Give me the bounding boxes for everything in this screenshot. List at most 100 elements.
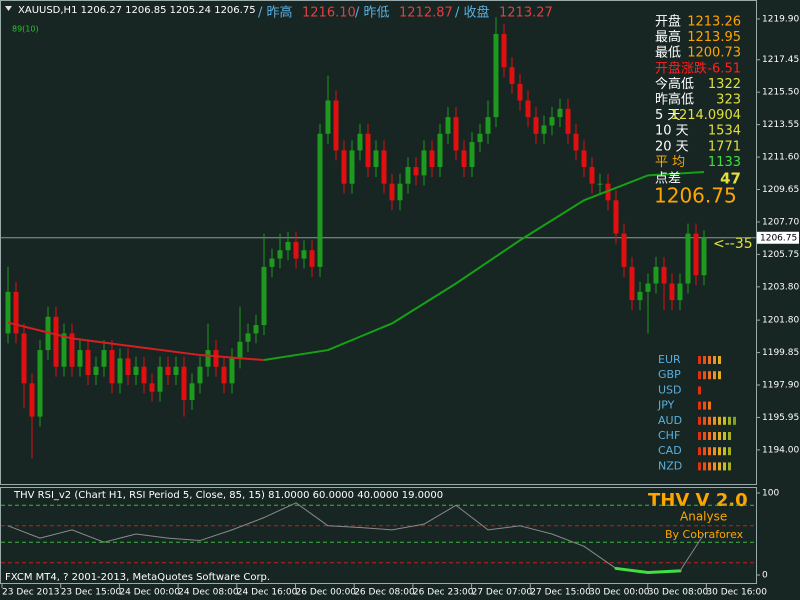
strength-bar [708,447,711,456]
y-tick-label: 1217.45 [762,55,799,65]
info-label: 最低 [655,46,681,61]
moving-average [7,321,265,362]
candle-body [421,150,427,176]
rsi-segment [39,529,73,539]
strength-bar [698,401,701,410]
last-price-big: 1206.75 [654,184,737,208]
candle-body [141,366,147,384]
candle-body [133,366,139,376]
currency-name: AUD [658,414,682,427]
candle-body [181,366,187,400]
candle-body [661,266,667,284]
x-tick-label: 26 Dec 08:00 [354,588,415,598]
strength-bar [713,432,716,440]
last-price-axis-label: 1206.75 [760,233,797,243]
topbar-label: / 收盘 [455,5,490,21]
rsi-segment [455,504,489,531]
candle-body [261,266,267,326]
candle-body [21,333,27,384]
candle-body [245,333,251,342]
strength-bar [728,462,731,471]
strength-bar [708,401,711,410]
strength-bar [713,416,716,425]
rsi-segment [135,533,169,539]
rsi-title: THV RSI_v2 (Chart H1, RSI Period 5, Clos… [13,490,443,501]
strength-bar [698,447,701,456]
strength-bar [708,416,711,425]
y-tick-label: 1219.90 [762,14,799,24]
strength-bar [728,432,731,440]
info-label: 开盘涨跌 [655,60,707,76]
strength-bar [713,462,716,471]
x-tick-label: 24 Dec 00:00 [119,588,180,598]
strength-bar [713,371,716,380]
rsi-segment [103,533,137,543]
strength-bar [718,462,721,471]
candle-body [629,266,635,301]
candle-body [501,33,507,68]
info-value: 1771 [708,139,741,154]
strength-bar [708,432,711,440]
rsi-segment [423,504,457,525]
moving-average [263,171,705,362]
currency-name: GBP [658,368,681,381]
candle-body [29,383,35,417]
brand-subtitle: Analyse [680,510,727,524]
x-tick-label: 24 Dec 08:00 [178,588,239,598]
info-label: 5 天 [655,108,680,123]
candle-body [13,291,19,334]
candle-body [173,366,179,376]
info-value: 1200.73 [687,46,741,61]
rsi-segment [679,533,705,572]
candle-body [573,133,579,151]
candle-body [693,233,699,276]
strength-bar [703,416,706,425]
candle-body [685,233,691,284]
info-value: 1322 [708,77,741,92]
rsi-y-tick-label: 100 [762,489,779,499]
strength-bar [708,462,711,471]
currency-name: JPY [657,399,675,412]
candle-body [485,117,491,134]
topbar-value: 1213.27 [499,6,553,21]
strength-bar [713,356,716,364]
candle-body [701,237,707,276]
y-tick-label: 1207.70 [762,217,799,227]
currency-name: USD [658,383,682,396]
candle-body [197,366,203,384]
rsi-segment [263,502,297,519]
candle-body [653,266,659,284]
candle-body [669,283,675,301]
candle-body [413,167,419,176]
candle-body [149,383,155,392]
candle-body [445,117,451,134]
candle-body [365,133,371,168]
x-tick-label: 30 Dec 16:00 [706,588,767,598]
candle-body [69,333,75,367]
candle-body [221,366,227,384]
x-tick-label: 27 Dec 07:00 [472,588,533,598]
x-tick-label: 23 Dec 2013 [2,588,60,598]
rsi-segment [551,533,585,547]
rsi-segment [487,525,521,531]
rsi-segment [359,526,393,531]
strength-bar [703,356,706,364]
info-value: 1534 [708,124,741,139]
strength-bar [703,401,706,410]
strength-bar [718,356,721,364]
candle-body [541,125,547,134]
rsi-segment [391,523,425,531]
info-value: 1133 [708,155,741,170]
currency-name: EUR [658,353,681,366]
candle-body [645,283,651,292]
currency-name: NZD [658,459,682,472]
candle-body [677,283,683,301]
candle-body [437,133,443,168]
candle-body [493,33,499,118]
candle-body [637,291,643,301]
brand-author: By Cobraforex [665,528,744,541]
rsi-pane-frame [0,487,757,584]
candle-body [157,366,163,392]
